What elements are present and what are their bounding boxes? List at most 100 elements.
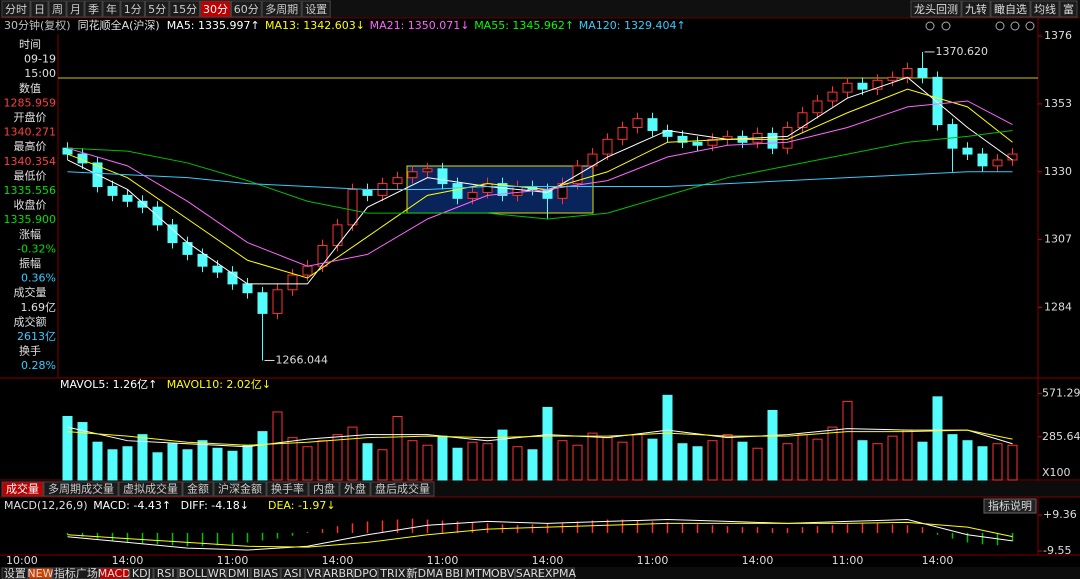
toolbar-tab[interactable] [66, 0, 85, 18]
toolbar-button-label[interactable]: 瞰自选 [994, 2, 1027, 16]
toolbar-button[interactable] [910, 0, 962, 18]
toolbar-tab-label[interactable]: 15分 [172, 3, 197, 16]
toolbar-button-label[interactable]: 九转 [965, 2, 987, 16]
indicator-tab[interactable] [266, 481, 309, 497]
toolbar-button[interactable] [990, 0, 1031, 18]
bottom-tab-label[interactable]: WR [208, 567, 227, 579]
bottom-tab[interactable] [442, 567, 467, 579]
bottom-tab[interactable] [280, 567, 305, 579]
indicator-tab[interactable] [43, 481, 119, 497]
bottom-tab-label[interactable]: BBI [445, 567, 463, 579]
bottom-tab-label[interactable]: 设置 [4, 567, 26, 579]
toolbar-button[interactable] [1059, 0, 1078, 18]
indicator-tab[interactable] [118, 481, 183, 497]
bottom-tab-label[interactable]: MACD [98, 567, 131, 579]
bottom-tab[interactable] [99, 567, 130, 579]
bottom-tab[interactable] [153, 567, 178, 579]
toolbar-tab-label[interactable]: 分时 [5, 3, 27, 16]
indicator-tab-label[interactable]: 金额 [187, 482, 209, 496]
toolbar-button-label[interactable]: 富 [1063, 2, 1074, 16]
indicator-tab-label[interactable]: 沪深金额 [218, 482, 262, 496]
bottom-tab-label[interactable]: TRIX [379, 567, 406, 579]
bottom-tab-label[interactable]: 新DMA [407, 566, 444, 579]
bottom-tab-label[interactable]: VR [307, 567, 323, 579]
bottom-tab-label[interactable]: DMI [228, 567, 249, 579]
indicator-tab[interactable] [182, 481, 214, 497]
bottom-tab[interactable] [177, 567, 208, 579]
bottom-tab[interactable] [207, 567, 227, 579]
bottom-tab[interactable] [377, 567, 408, 579]
indicator-tab-label[interactable]: 外盘 [344, 482, 366, 496]
bottom-tab-label[interactable]: OBV [491, 567, 515, 579]
indicator-tab[interactable] [370, 481, 435, 497]
indicator-help-label[interactable]: 指标说明 [988, 499, 1032, 513]
toolbar-tab[interactable] [48, 0, 67, 18]
toolbar-tab-label[interactable]: 60分 [234, 3, 259, 16]
toolbar-tab-label[interactable]: 季 [88, 3, 99, 16]
bottom-tab[interactable] [407, 567, 443, 579]
toolbar-tab-label[interactable]: 周 [52, 3, 63, 16]
toolbar-tab-label[interactable]: 5分 [148, 3, 166, 16]
toolbar-tab[interactable] [102, 0, 121, 18]
bottom-tab-label[interactable]: RSI [157, 567, 175, 579]
toolbar-tab-label[interactable]: 年 [106, 2, 117, 16]
indicator-help-button[interactable] [983, 498, 1037, 514]
bottom-tab-label[interactable]: 指标广场 [54, 566, 98, 579]
bottom-tab[interactable] [250, 567, 281, 579]
toolbar-tab-label[interactable]: 30分 [203, 3, 228, 16]
bottom-tab[interactable] [323, 567, 354, 579]
indicator-tab[interactable] [1, 481, 44, 497]
toolbar-tab-label[interactable]: 1分 [124, 3, 142, 16]
indicator-tab-label[interactable]: 成交量 [6, 482, 39, 496]
bottom-tab[interactable] [226, 567, 251, 579]
toolbar-tab[interactable] [1, 0, 31, 18]
bottom-tab[interactable] [539, 567, 575, 579]
toolbar-tab[interactable] [261, 0, 302, 18]
indicator-tab-label[interactable]: 盘后成交量 [375, 482, 430, 496]
bottom-tab-label[interactable]: KDJ [132, 567, 151, 579]
toolbar-tab-label[interactable]: 设置 [305, 3, 327, 16]
toolbar-tab-label[interactable]: 多周期 [265, 2, 298, 16]
indicator-tab-label[interactable]: 多周期成交量 [48, 482, 114, 496]
indicator-tab[interactable] [308, 481, 340, 497]
toolbar-tab[interactable] [200, 0, 231, 18]
bottom-tab-label[interactable]: EXPMA [538, 567, 577, 579]
bottom-tab[interactable] [466, 567, 491, 579]
bottom-tab[interactable] [490, 567, 515, 579]
indicator-tab-label[interactable]: 虚拟成交量 [123, 482, 178, 496]
indicator-tab[interactable] [339, 481, 371, 497]
bottom-tab[interactable] [1, 567, 29, 579]
icon[interactable] [1025, 21, 1035, 31]
bottom-tab[interactable] [129, 567, 154, 579]
bottom-tab[interactable] [304, 567, 324, 579]
toolbar-tab[interactable] [30, 0, 49, 18]
toolbar-button[interactable] [1030, 0, 1060, 18]
toolbar-tab[interactable] [120, 0, 145, 18]
indicator-tab[interactable] [213, 481, 267, 497]
icon[interactable] [941, 21, 951, 31]
bottom-tab-label[interactable]: MTM [466, 567, 492, 579]
bottom-tab[interactable] [514, 567, 540, 579]
bottom-tab-label[interactable]: BIAS [253, 567, 278, 579]
bottom-tab-label[interactable]: NEW [27, 567, 53, 579]
toolbar-tab[interactable] [144, 0, 170, 18]
toolbar-button[interactable] [961, 0, 991, 18]
indicator-tab-label[interactable]: 内盘 [313, 482, 335, 496]
bottom-tab-label[interactable]: BOLL [179, 567, 208, 579]
toolbar-button-label[interactable]: 龙头回测 [914, 3, 958, 16]
icon[interactable] [925, 21, 935, 31]
bottom-tab[interactable] [52, 567, 100, 579]
icon[interactable] [1010, 21, 1020, 31]
toolbar-tab[interactable] [230, 0, 262, 18]
bottom-tab-label[interactable]: DPO [354, 567, 378, 579]
toolbar-tab-label[interactable]: 月 [70, 3, 81, 16]
toolbar-tab[interactable] [84, 0, 103, 18]
bottom-tab[interactable] [353, 567, 378, 579]
bottom-tab-label[interactable]: ASI [284, 567, 302, 579]
bottom-tab-label[interactable]: SAR [516, 567, 539, 579]
icon[interactable] [995, 21, 1005, 31]
toolbar-tab[interactable] [301, 0, 331, 18]
toolbar-tab[interactable] [169, 0, 201, 18]
bottom-tab-label[interactable]: ARBR [323, 567, 354, 579]
toolbar-button-label[interactable]: 均线 [1034, 2, 1056, 16]
